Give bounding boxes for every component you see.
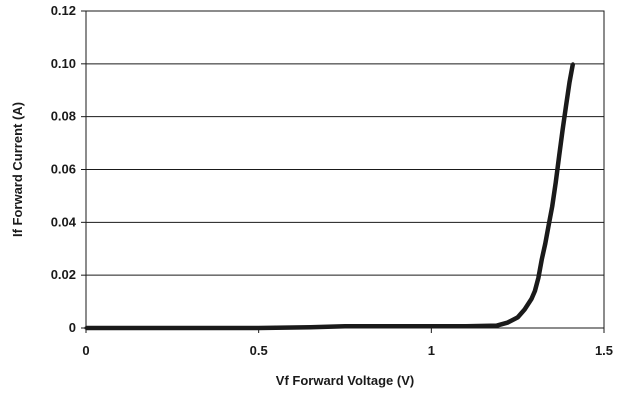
data-point [516,315,520,319]
data-point [550,204,554,209]
y-tick-label: 0.04 [51,214,77,229]
y-tick-label: 0.12 [51,3,76,18]
y-tick-label: 0.06 [51,162,76,177]
data-point [523,307,527,312]
data-point [540,257,544,261]
data-point [543,241,547,246]
data-point [536,276,541,280]
axis-ticks [81,10,605,333]
forward-current-line [86,63,576,331]
series-layer [84,62,576,331]
data-point [495,324,499,328]
axis-labels: 0 0.02 0.04 0.06 0.08 0.10 0.12 0 0.5 1 1.5 Vf Forw… [10,3,613,388]
data-point [343,324,347,328]
data-point [533,289,537,293]
y-tick-label: 0.10 [51,56,76,71]
data-point [505,321,509,325]
data-point [557,154,561,158]
data-point [464,324,468,328]
data-point [257,326,261,330]
x-tick-label: 1 [428,343,435,358]
data-point [429,324,433,328]
data-point [554,181,558,185]
x-tick-label: 0 [82,343,89,358]
x-tick-label: 1.5 [595,343,613,358]
grid-lines [86,10,604,276]
data-point [564,104,568,108]
data-point [571,62,575,66]
y-tick-label: 0 [69,320,76,335]
data-point [529,297,534,301]
y-tick-label: 0.08 [51,109,76,124]
y-axis-title: If Forward Current (A) [10,102,25,237]
data-point [561,128,565,132]
x-axis-title: Vf Forward Voltage (V) [276,373,414,388]
y-tick-label: 0.02 [51,267,76,282]
data-point [547,223,551,227]
data-point [308,325,313,329]
data-point [84,326,88,330]
x-tick-label: 0.5 [250,343,268,358]
data-point [567,80,572,84]
data-point [395,324,399,328]
